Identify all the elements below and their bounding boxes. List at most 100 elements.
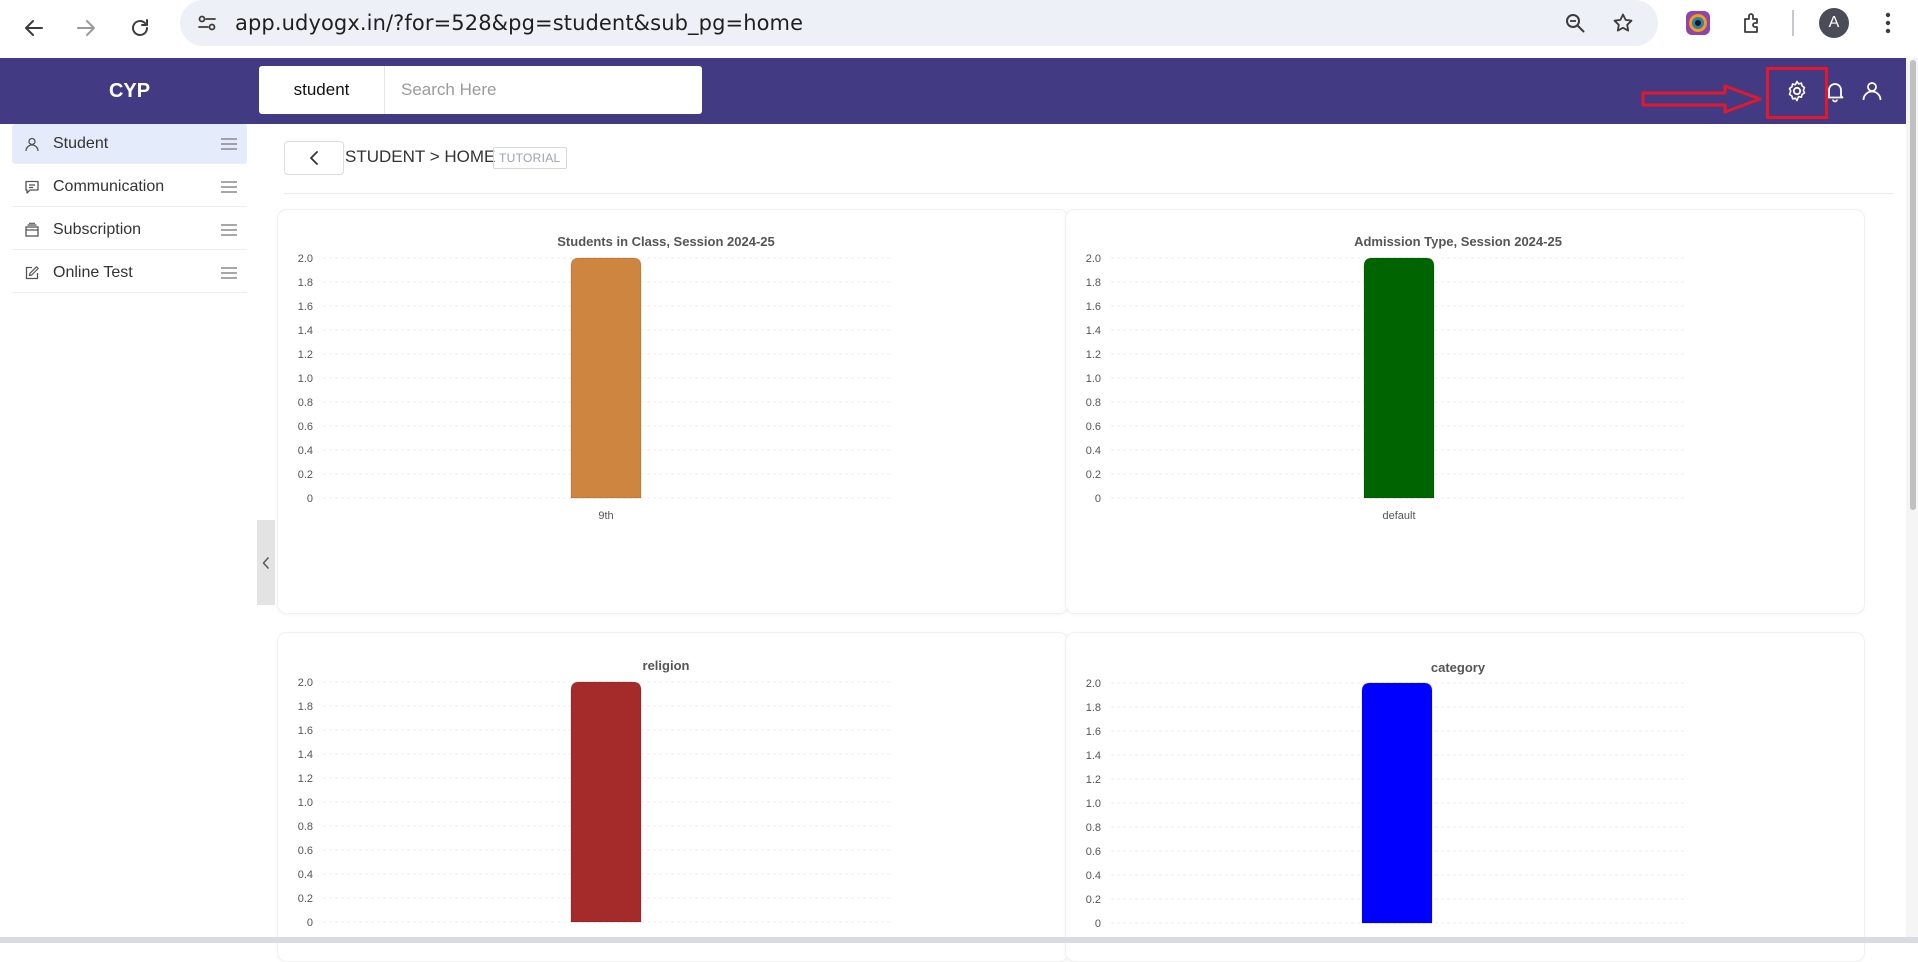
bookmark-star-icon[interactable] <box>1606 6 1640 40</box>
y-tick-label: 1.6 <box>298 725 313 737</box>
y-tick-label: 0.6 <box>1086 421 1101 433</box>
y-tick-label: 2.0 <box>298 253 313 265</box>
y-tick-label: 1.2 <box>1086 774 1101 786</box>
y-tick-label: 2.0 <box>298 677 313 689</box>
y-tick-label: 1.2 <box>298 773 313 785</box>
toolbar-divider <box>1792 10 1794 36</box>
y-tick-label: 1.6 <box>1086 301 1101 313</box>
bar <box>570 681 642 923</box>
settings-gear-icon[interactable] <box>1778 72 1816 110</box>
bar-chart: Students in Class, Session 2024-25 0 0.2 0.… <box>298 234 893 522</box>
hamburger-menu-icon[interactable] <box>219 263 239 283</box>
sidebar-item-label: Communication <box>53 177 165 195</box>
chart-card-religion: religion 0 0.2 0.4 0.6 0.8 1.0 1.2 1.4 1.6 1.8 2.0 <box>277 632 1069 962</box>
y-tick-label: 0.2 <box>1086 894 1101 906</box>
chart-card-students-in-class: Students in Class, Session 2024-25 0 0.2 0.… <box>277 209 1069 614</box>
chart-card-admission-type: Admission Type, Session 2024-25 0 0.2 0.4 0.… <box>1065 209 1865 614</box>
y-tick-label: 0.8 <box>1086 822 1101 834</box>
search-module-selector[interactable]: student <box>259 66 385 114</box>
extensions-puzzle-icon[interactable] <box>1735 5 1771 41</box>
notification-bell-icon[interactable] <box>1816 72 1854 110</box>
y-tick-label: 0.8 <box>1086 397 1101 409</box>
y-tick-label: 1.8 <box>1086 702 1101 714</box>
sidebar: Student Communication Subscription Onlin… <box>0 124 259 943</box>
header-divider <box>284 193 1894 194</box>
edit-square-icon <box>21 262 43 284</box>
chart-title: religion <box>643 658 690 673</box>
address-bar[interactable]: app.udyogx.in/?for=528&pg=student&sub_pg… <box>180 0 1658 46</box>
y-tick-label: 1.4 <box>1086 325 1101 337</box>
message-icon <box>21 176 43 198</box>
y-tick-label: 0.2 <box>298 893 313 905</box>
kebab-menu-icon[interactable] <box>1870 5 1906 41</box>
sidebar-item-label: Subscription <box>53 220 142 238</box>
y-tick-label: 1.4 <box>1086 750 1101 762</box>
hamburger-menu-icon[interactable] <box>219 177 239 197</box>
chevron-left-icon <box>262 556 270 569</box>
y-tick-label: 1.6 <box>1086 726 1101 738</box>
sidebar-item-label: Student <box>53 134 109 152</box>
y-tick-label: 1.8 <box>298 701 313 713</box>
extension-app-icon[interactable] <box>1680 5 1716 41</box>
y-tick-label: 0 <box>307 493 313 505</box>
bar-chart: religion 0 0.2 0.4 0.6 0.8 1.0 1.2 1.4 1.6 1.8 2.0 <box>298 658 893 929</box>
x-category-label: default <box>1382 510 1415 522</box>
browser-profile-avatar[interactable]: A <box>1819 8 1849 38</box>
chart-card-category: category 0 0.2 0.4 0.6 0.8 1.0 1.2 1.4 1.6 1.8 2.0 <box>1065 632 1865 962</box>
bar <box>1363 257 1435 499</box>
y-tick-label: 1.0 <box>298 373 313 385</box>
y-tick-label: 1.0 <box>298 797 313 809</box>
chart-title: Students in Class, Session 2024-25 <box>557 234 774 249</box>
breadcrumb: STUDENT > HOME <box>345 147 496 166</box>
tutorial-link[interactable]: TUTORIAL <box>493 147 567 169</box>
chevron-left-icon <box>310 151 318 165</box>
y-tick-label: 0.2 <box>1086 469 1101 481</box>
back-button[interactable] <box>284 141 344 175</box>
y-tick-label: 0 <box>1095 918 1101 930</box>
bar-chart: category 0 0.2 0.4 0.6 0.8 1.0 1.2 1.4 1.6 1.8 2.0 <box>1086 660 1686 930</box>
browser-toolbar: app.udyogx.in/?for=528&pg=student&sub_pg… <box>0 0 1918 58</box>
y-tick-label: 0.8 <box>298 821 313 833</box>
y-tick-label: 1.0 <box>1086 373 1101 385</box>
sidebar-item-student[interactable]: Student <box>12 124 247 164</box>
annotation-arrow-icon <box>1641 84 1762 114</box>
sidebar-collapse-toggle[interactable] <box>257 520 275 605</box>
hamburger-menu-icon[interactable] <box>219 134 239 154</box>
app-brand[interactable]: CYP <box>108 79 151 102</box>
sidebar-item-label: Online Test <box>53 263 133 281</box>
hamburger-menu-icon[interactable] <box>219 220 239 240</box>
y-tick-label: 0 <box>307 917 313 929</box>
y-tick-label: 0.2 <box>298 469 313 481</box>
y-tick-label: 1.0 <box>1086 798 1101 810</box>
y-tick-label: 0.4 <box>1086 445 1101 457</box>
person-icon <box>21 133 43 155</box>
site-settings-icon[interactable] <box>194 10 220 36</box>
app-header: CYP student <box>0 58 1918 124</box>
y-tick-label: 1.2 <box>298 349 313 361</box>
y-tick-label: 2.0 <box>1086 678 1101 690</box>
chart-title: Admission Type, Session 2024-25 <box>1354 234 1562 249</box>
y-tick-label: 1.4 <box>298 749 313 761</box>
zoom-icon[interactable] <box>1558 6 1592 40</box>
global-search: student <box>259 66 702 114</box>
y-tick-label: 1.6 <box>298 301 313 313</box>
y-tick-label: 1.2 <box>1086 349 1101 361</box>
user-profile-icon[interactable] <box>1853 72 1891 110</box>
bar <box>1361 682 1433 924</box>
search-input[interactable] <box>385 66 702 114</box>
forward-arrow-icon[interactable] <box>64 6 108 50</box>
horizontal-scrollbar[interactable] <box>0 937 1918 943</box>
reload-icon[interactable] <box>118 6 162 50</box>
sidebar-item-online-test[interactable]: Online Test <box>12 253 247 293</box>
sidebar-item-subscription[interactable]: Subscription <box>12 210 247 250</box>
vertical-scrollbar-thumb[interactable] <box>1910 60 1916 510</box>
y-tick-label: 0.6 <box>298 421 313 433</box>
y-tick-label: 0 <box>1095 493 1101 505</box>
x-category-label: 9th <box>598 510 613 522</box>
main-content: STUDENT > HOME TUTORIAL Students in Clas… <box>275 124 1918 962</box>
y-tick-label: 1.8 <box>298 277 313 289</box>
card-stack-icon <box>21 219 43 241</box>
sidebar-item-communication[interactable]: Communication <box>12 167 247 207</box>
back-arrow-icon[interactable] <box>12 6 56 50</box>
bar-chart: Admission Type, Session 2024-25 0 0.2 0.4 0.… <box>1086 234 1686 522</box>
